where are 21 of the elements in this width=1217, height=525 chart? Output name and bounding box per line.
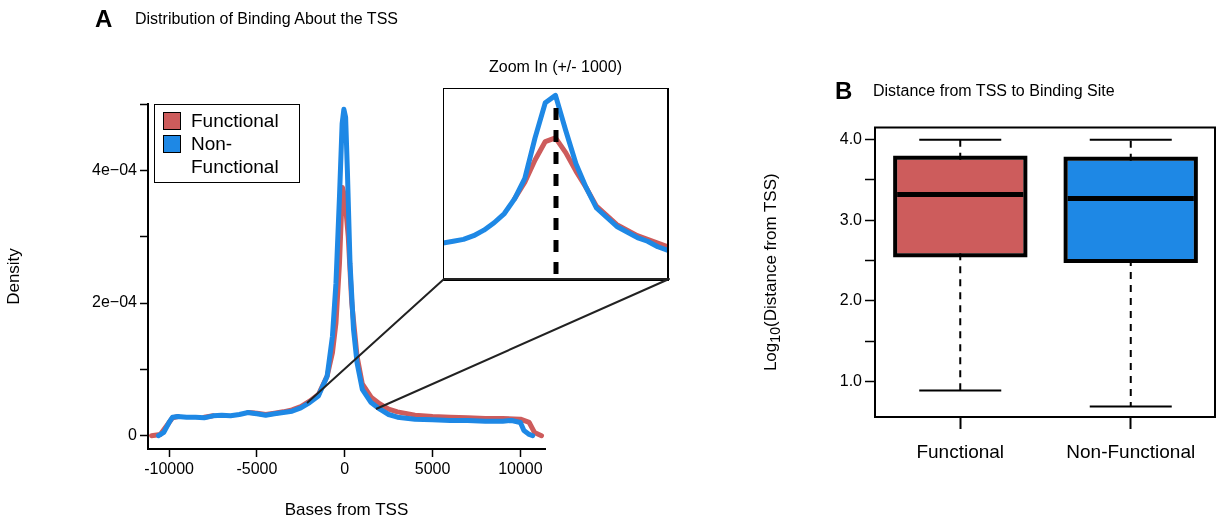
y-tick-label: 4e−04 (92, 160, 138, 178)
chart-title: Distance from TSS to Binding Site (873, 82, 1115, 100)
x-tick-label: 0 (340, 460, 350, 478)
x-tick-label: 5000 (414, 460, 451, 478)
legend-label: Non-Functional (191, 132, 280, 178)
y-axis-title: Density (3, 247, 23, 305)
x-axis-title: Bases from TSS (284, 500, 409, 520)
y-tick-label: 0 (128, 426, 138, 444)
x-tick-label: -10000 (144, 460, 195, 478)
chart-title: Distribution of Binding About the TSS (135, 10, 398, 28)
y-tick-label: 2.0 (839, 291, 863, 309)
chart-title: Zoom In (+/- 1000) (488, 58, 623, 76)
text: B (835, 77, 853, 105)
legend-label: Functional (191, 109, 280, 132)
y-tick-label: 2e−04 (92, 293, 138, 311)
text: A (95, 5, 113, 33)
y-tick-label: 4.0 (839, 130, 863, 148)
y-tick-label: 3.0 (839, 210, 863, 228)
x-tick-label: 10000 (498, 460, 543, 478)
x-tick-label: -5000 (236, 460, 278, 478)
y-tick-label: 1.0 (839, 371, 863, 389)
